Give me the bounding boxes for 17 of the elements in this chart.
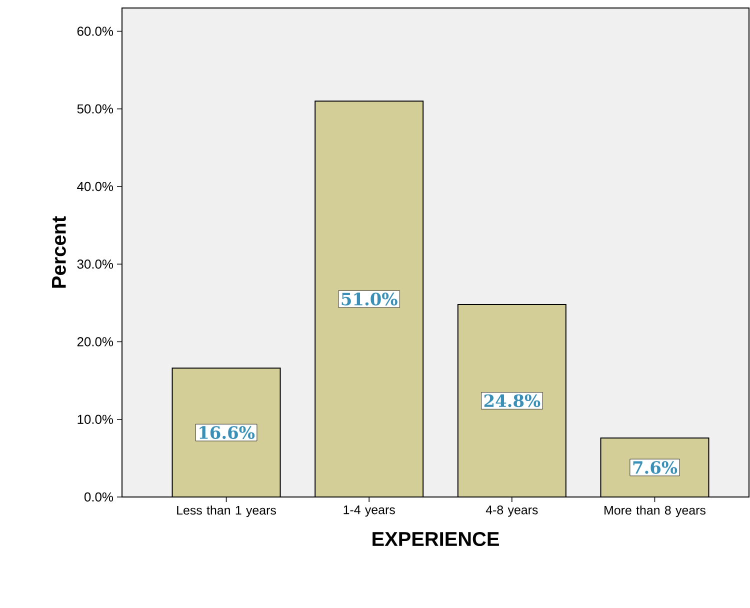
data-label: 7.6% <box>633 461 678 474</box>
x-tick-label: More than 8 years <box>604 505 706 518</box>
data-label: 16.6% <box>200 426 255 439</box>
y-tick-label: 40.0% <box>77 182 114 192</box>
y-tick-label: 20.0% <box>77 337 114 346</box>
y-tick-label: 60.0% <box>77 26 114 36</box>
x-tick-label: 4-8 years <box>486 506 538 517</box>
y-tick-label: 0.0% <box>84 492 114 502</box>
y-tick-label: 50.0% <box>77 104 114 114</box>
x-tick-label: Less than 1 years <box>177 505 276 518</box>
data-label: 24.8% <box>484 394 540 408</box>
y-tick-label: 10.0% <box>78 414 114 424</box>
data-label: 51.0% <box>342 292 398 306</box>
y-axis-title: Percent <box>52 216 66 288</box>
x-tick-label: 1-4 years <box>344 506 395 517</box>
y-tick-label: 30.0% <box>77 260 114 269</box>
x-axis-title: EXPERIENCE <box>372 532 499 546</box>
